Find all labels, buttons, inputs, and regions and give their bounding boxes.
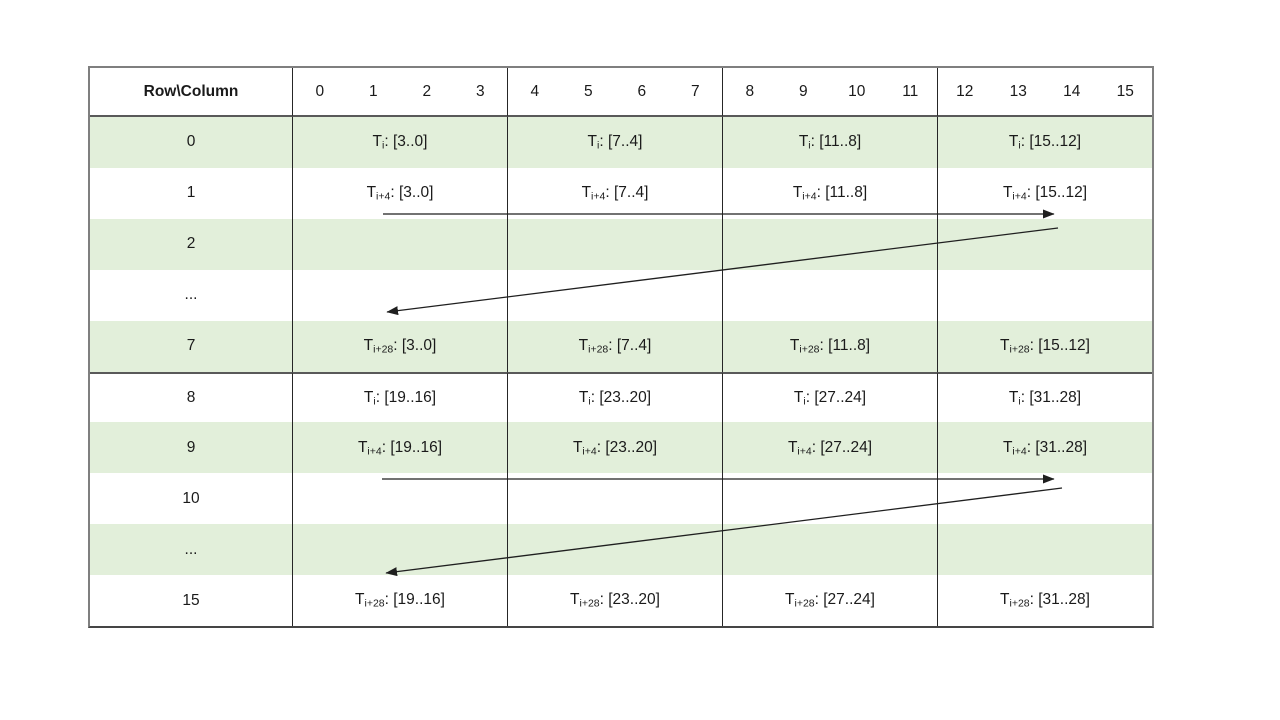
column-header-group-2: 8 9 10 11 xyxy=(722,68,937,117)
table-cell: Ti+4: [31..28] xyxy=(937,422,1152,474)
cell-text: Ti+4: [27..24] xyxy=(787,438,873,458)
row-label: 7 xyxy=(90,320,292,372)
row-label: 10 xyxy=(182,489,200,507)
table-cell xyxy=(937,269,1152,321)
row-label: 0 xyxy=(90,117,292,168)
table-cell xyxy=(937,218,1152,270)
cell-text: Ti+28: [23..20] xyxy=(570,591,660,610)
table-cell: Ti: [7..4] xyxy=(507,117,722,168)
table-cell xyxy=(507,473,722,525)
table-cell: Ti: [11..8] xyxy=(722,117,937,168)
cell-text: Ti+28: [31..28] xyxy=(1000,591,1090,610)
table-cell: Ti: [31..28] xyxy=(937,371,1152,423)
column-header-number: 5 xyxy=(583,82,593,100)
table-cell: Ti+28: [19..16] xyxy=(292,575,507,626)
cell-text: Ti: [11..8] xyxy=(798,133,862,152)
table-cell xyxy=(292,524,507,576)
cell-text: Ti+4: [3..0] xyxy=(366,184,434,203)
column-header-number: 8 xyxy=(745,82,755,100)
table-cell: Ti+4: [3..0] xyxy=(292,167,507,219)
column-header-number: 15 xyxy=(1116,82,1134,100)
table-cell: Ti+4: [19..16] xyxy=(292,422,507,474)
table-cell xyxy=(722,524,937,576)
column-header-number: 1 xyxy=(368,82,378,100)
table-cell xyxy=(507,524,722,576)
cell-text: Ti+4: [11..8] xyxy=(792,184,868,203)
table-cell: Ti+4: [7..4] xyxy=(507,167,722,219)
table-cell xyxy=(937,524,1152,576)
column-header-number: 12 xyxy=(956,82,974,100)
table-cell: Ti+4: [27..24] xyxy=(722,422,937,474)
column-header-group-0: 0 1 2 3 xyxy=(292,68,507,117)
column-header-number: 2 xyxy=(422,82,432,100)
row-label: ... xyxy=(184,286,198,304)
row-label: 1 xyxy=(186,184,196,202)
cell-text: Ti+4: [7..4] xyxy=(581,184,649,203)
table-cell xyxy=(507,218,722,270)
cell-text: Ti: [31..28] xyxy=(1008,388,1082,408)
column-header-number: 11 xyxy=(902,82,919,100)
table-cell: Ti+28: [31..28] xyxy=(937,575,1152,626)
cell-text: Ti+28: [27..24] xyxy=(785,591,875,610)
column-header-number: 10 xyxy=(848,82,866,100)
cell-text: Ti: [7..4] xyxy=(587,133,643,152)
cell-text: Ti+28: [7..4] xyxy=(578,336,652,356)
cell-text: Ti: [15..12] xyxy=(1008,133,1082,152)
column-header-group-3: 12 13 14 15 xyxy=(937,68,1152,117)
table-cell: Ti+4: [23..20] xyxy=(507,422,722,474)
row-label: 15 xyxy=(182,591,200,609)
table-cell: Ti+28: [7..4] xyxy=(507,320,722,372)
thread-tile-mapping-table: Row\Column 0 1 2 3 4 5 6 7 8 9 10 11 12 13 14 15 0 Ti: [3.… xyxy=(88,66,1154,628)
cell-text: Ti+4: [15..12] xyxy=(1002,184,1088,203)
table-cell xyxy=(507,269,722,321)
table-cell: Ti+4: [11..8] xyxy=(722,167,937,219)
table-cell: Ti: [27..24] xyxy=(722,371,937,423)
cell-text: Ti+4: [19..16] xyxy=(357,438,443,458)
column-header-number: 13 xyxy=(1009,82,1027,100)
cell-text: Ti+4: [31..28] xyxy=(1002,438,1088,458)
cell-text: Ti: [23..20] xyxy=(578,388,652,408)
table-cell: Ti+28: [3..0] xyxy=(292,320,507,372)
cell-text: Ti+28: [3..0] xyxy=(363,336,437,356)
table-cell: Ti+28: [11..8] xyxy=(722,320,937,372)
column-header-number: 9 xyxy=(798,82,808,100)
column-header-number: 0 xyxy=(315,82,325,100)
row-label: ... xyxy=(90,524,292,576)
column-header-number: 6 xyxy=(637,82,647,100)
table-cell: Ti: [23..20] xyxy=(507,371,722,423)
row-label: 8 xyxy=(90,371,292,423)
column-header-group-1: 4 5 6 7 xyxy=(507,68,722,117)
column-header-number: 4 xyxy=(530,82,540,100)
row-label: 9 xyxy=(90,422,292,474)
cell-text: Ti: [3..0] xyxy=(372,133,428,152)
cell-text: Ti+28: [15..12] xyxy=(1000,336,1090,356)
cell-text: Ti: [27..24] xyxy=(793,388,867,408)
cell-text: Ti+28: [11..8] xyxy=(789,336,871,356)
table-cell: Ti+28: [27..24] xyxy=(722,575,937,626)
table-cell xyxy=(292,218,507,270)
table-cell xyxy=(722,473,937,525)
column-header-number: 7 xyxy=(690,82,700,100)
cell-text: Ti: [19..16] xyxy=(363,388,437,408)
cell-text: Ti+4: [23..20] xyxy=(572,438,658,458)
table-cell: Ti: [3..0] xyxy=(292,117,507,168)
table-cell: Ti+28: [15..12] xyxy=(937,320,1152,372)
table-cell: Ti: [15..12] xyxy=(937,117,1152,168)
column-header-number: 3 xyxy=(475,82,485,100)
table-cell: Ti+28: [23..20] xyxy=(507,575,722,626)
table-cell xyxy=(937,473,1152,525)
table-cell xyxy=(722,269,937,321)
row-label: 2 xyxy=(90,218,292,270)
table-cell xyxy=(292,269,507,321)
column-header-number: 14 xyxy=(1063,82,1081,100)
corner-label: Row\Column xyxy=(90,68,292,117)
table-cell: Ti+4: [15..12] xyxy=(937,167,1152,219)
cell-text: Ti+28: [19..16] xyxy=(355,591,445,610)
table-cell: Ti: [19..16] xyxy=(292,371,507,423)
table-cell xyxy=(292,473,507,525)
table-cell xyxy=(722,218,937,270)
